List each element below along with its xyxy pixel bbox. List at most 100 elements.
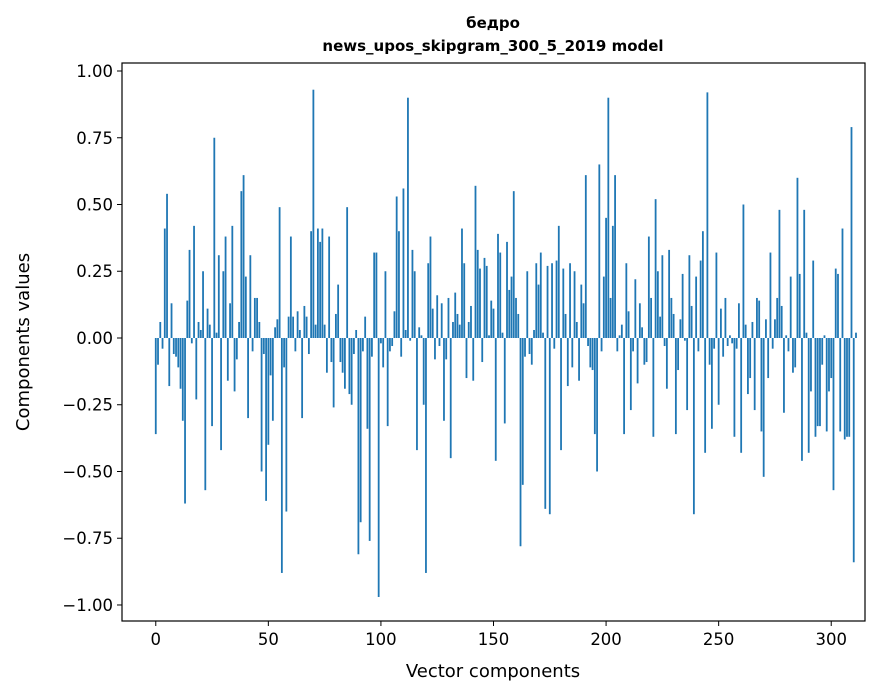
bar-300 (830, 338, 833, 379)
x-axis-ticks: 0 50 100 150 200 250 300 (151, 621, 847, 649)
bar-133 (454, 292, 457, 338)
bar-299 (828, 338, 830, 392)
bar-226 (663, 338, 666, 347)
bar-216 (641, 327, 643, 338)
bar-17 (193, 225, 195, 338)
bar-220 (650, 297, 653, 338)
bar-98 (375, 252, 378, 338)
bar-296 (821, 338, 824, 365)
bar-267 (756, 297, 758, 338)
bar-223 (656, 271, 659, 338)
bar-148 (488, 335, 490, 338)
bar-306 (843, 338, 846, 440)
y-tick-label: 0.25 (76, 262, 113, 281)
bar-36 (235, 338, 238, 360)
bar-86 (348, 338, 351, 395)
bar-134 (456, 313, 459, 338)
bar-187 (575, 321, 578, 338)
bar-305 (841, 228, 844, 338)
bar-117 (418, 327, 421, 338)
bar-75 (323, 324, 326, 338)
bar-255 (729, 335, 731, 338)
bar-242 (699, 260, 702, 338)
bar-43 (251, 338, 254, 352)
bar-69 (310, 231, 313, 338)
bar-132 (452, 321, 454, 338)
bar-286 (798, 273, 801, 338)
bar-281 (787, 338, 790, 352)
bar-208 (623, 338, 625, 435)
bar-308 (848, 338, 851, 437)
bar-124 (434, 338, 436, 360)
bar-138 (465, 338, 468, 379)
bar-24 (208, 324, 211, 338)
bar-35 (233, 338, 236, 392)
bar-9 (175, 338, 177, 357)
bar-13 (184, 338, 186, 504)
bar-77 (328, 236, 331, 338)
bar-37 (238, 321, 240, 338)
bar-63 (296, 311, 299, 338)
bar-20 (199, 329, 202, 338)
bar-39 (242, 175, 245, 338)
bar-19 (197, 321, 200, 338)
bar-123 (431, 308, 434, 338)
bar-68 (307, 338, 310, 355)
bar-171 (539, 252, 542, 338)
bar-280 (785, 335, 788, 338)
plot-frame (121, 62, 866, 622)
bar-250 (717, 338, 720, 405)
bar-248 (713, 338, 716, 349)
bar-307 (846, 338, 848, 437)
bar-237 (688, 255, 691, 338)
bar-192 (587, 338, 589, 347)
bar-204 (614, 175, 616, 338)
bar-163 (521, 338, 524, 485)
bar-240 (695, 276, 698, 338)
bar-14 (186, 300, 189, 338)
bar-274 (771, 338, 774, 349)
x-tick-label: 50 (258, 630, 279, 649)
bar-115 (413, 271, 416, 338)
bar-152 (497, 233, 499, 338)
bar-294 (816, 338, 819, 427)
bar-118 (420, 335, 423, 338)
bar-241 (697, 338, 700, 352)
bar-139 (467, 321, 470, 338)
bar-59 (287, 316, 290, 338)
bar-82 (339, 338, 342, 363)
bar-99 (377, 338, 380, 597)
bar-50 (267, 338, 270, 445)
y-tick-label: 0.50 (76, 196, 113, 215)
bar-168 (533, 329, 535, 338)
bar-205 (616, 338, 619, 352)
bar-31 (224, 236, 227, 338)
bar-269 (760, 338, 763, 432)
bar-122 (429, 236, 432, 338)
bar-154 (501, 332, 504, 338)
bar-61 (292, 316, 295, 338)
bar-183 (566, 338, 569, 387)
bar-70 (312, 89, 315, 338)
bar-23 (206, 308, 209, 338)
bar-49 (265, 338, 267, 501)
bar-290 (807, 338, 810, 453)
bar-151 (494, 338, 497, 461)
y-tick-label: −1.00 (62, 596, 113, 615)
bar-67 (305, 316, 308, 338)
bar-114 (411, 249, 414, 338)
bar-62 (294, 338, 297, 352)
y-axis-label: Components values (13, 253, 34, 431)
bar-25 (211, 338, 213, 427)
bar-295 (819, 338, 821, 427)
bar-190 (582, 303, 585, 338)
bar-51 (269, 338, 272, 376)
bar-88 (353, 338, 355, 355)
bar-198 (600, 338, 603, 352)
bar-251 (720, 308, 722, 338)
bar-309 (850, 127, 853, 338)
bar-57 (283, 338, 286, 368)
bar-249 (715, 252, 718, 338)
bar-4 (163, 228, 166, 338)
bar-116 (416, 338, 418, 451)
